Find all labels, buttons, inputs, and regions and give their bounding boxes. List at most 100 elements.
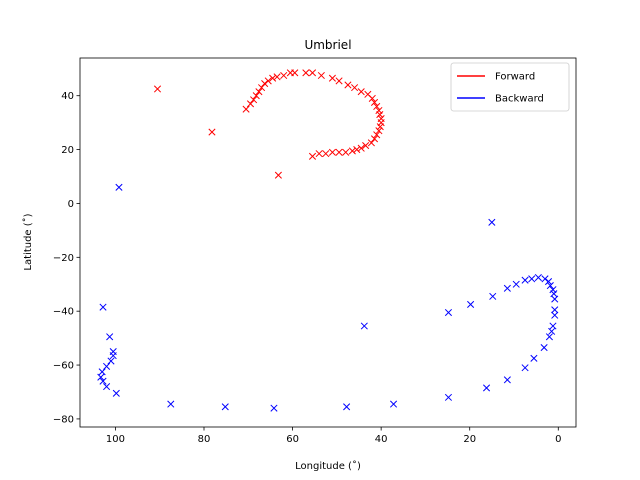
point-backward-8 xyxy=(521,276,529,284)
point-backward-26 xyxy=(482,384,491,392)
point-backward-2 xyxy=(360,322,368,330)
point-forward-11 xyxy=(269,74,277,82)
point-forward-46 xyxy=(308,152,317,160)
point-backward-32 xyxy=(167,400,175,408)
point-backward-20 xyxy=(548,327,556,335)
point-forward-13 xyxy=(280,71,288,80)
x-tick-label-1: 80 xyxy=(198,434,211,445)
x-tick-label-3: 40 xyxy=(375,434,388,445)
point-backward-10 xyxy=(534,273,542,282)
point-forward-12 xyxy=(273,73,281,81)
point-forward-43 xyxy=(328,148,336,156)
point-forward-36 xyxy=(367,139,375,147)
point-backward-17 xyxy=(551,306,559,314)
point-backward-4 xyxy=(467,300,475,309)
y-tick-label-3: −20 xyxy=(53,253,74,264)
point-forward-10 xyxy=(264,77,272,85)
point-forward-15 xyxy=(291,69,299,77)
point-backward-42 xyxy=(106,333,114,341)
point-backward-5 xyxy=(489,292,497,300)
point-backward-9 xyxy=(528,275,536,283)
point-forward-42 xyxy=(335,148,343,156)
point-forward-29 xyxy=(376,111,384,119)
point-backward-39 xyxy=(107,357,115,365)
y-tick-label-2: 0 xyxy=(68,199,74,210)
point-forward-9 xyxy=(261,80,269,88)
point-forward-26 xyxy=(370,98,379,106)
legend-label-forward: Forward xyxy=(495,72,535,83)
point-forward-0 xyxy=(153,85,162,93)
point-forward-25 xyxy=(368,94,376,102)
y-tick-label-5: −60 xyxy=(53,361,74,372)
point-forward-44 xyxy=(322,150,330,158)
point-forward-8 xyxy=(258,84,266,92)
point-backward-23 xyxy=(530,354,538,362)
point-forward-39 xyxy=(353,146,361,154)
point-forward-21 xyxy=(344,81,352,89)
point-forward-33 xyxy=(375,127,383,135)
point-backward-25 xyxy=(503,376,511,384)
point-backward-35 xyxy=(99,377,107,385)
point-backward-29 xyxy=(343,403,351,411)
point-forward-45 xyxy=(315,150,323,158)
point-forward-38 xyxy=(357,144,365,152)
point-forward-40 xyxy=(348,147,356,155)
point-forward-23 xyxy=(357,88,365,96)
plot-frame xyxy=(79,57,577,428)
x-tick-label-2: 60 xyxy=(286,434,299,445)
point-backward-24 xyxy=(521,364,529,372)
legend: Forward Backward xyxy=(450,62,570,112)
point-backward-19 xyxy=(549,322,557,330)
point-backward-31 xyxy=(221,403,229,411)
point-backward-13 xyxy=(546,282,554,290)
point-forward-22 xyxy=(351,84,359,92)
point-backward-16 xyxy=(551,295,559,303)
x-axis-label: Longitude (˚) xyxy=(295,460,361,472)
point-backward-38 xyxy=(103,362,111,370)
legend-label-backward: Backward xyxy=(495,94,544,105)
point-backward-27 xyxy=(444,393,453,401)
point-backward-36 xyxy=(97,373,105,381)
point-backward-11 xyxy=(541,275,549,283)
point-forward-16 xyxy=(302,69,310,77)
point-forward-18 xyxy=(317,71,325,80)
point-backward-41 xyxy=(109,348,117,356)
point-forward-27 xyxy=(373,102,381,111)
point-forward-2 xyxy=(274,171,282,179)
x-tick-label-0: 100 xyxy=(106,434,125,445)
point-backward-3 xyxy=(444,308,453,317)
point-backward-6 xyxy=(503,284,511,292)
x-tick-label-4: 20 xyxy=(463,434,476,445)
point-backward-0 xyxy=(115,183,123,191)
point-forward-17 xyxy=(308,69,317,77)
point-backward-28 xyxy=(389,400,398,408)
y-tick-label-0: 40 xyxy=(61,91,74,102)
point-backward-18 xyxy=(551,311,559,319)
point-forward-1 xyxy=(208,128,216,136)
point-backward-12 xyxy=(544,278,553,286)
point-forward-32 xyxy=(376,123,384,131)
point-forward-3 xyxy=(242,105,250,113)
point-backward-21 xyxy=(545,333,553,341)
point-forward-4 xyxy=(246,100,255,108)
point-forward-37 xyxy=(362,141,370,150)
point-forward-41 xyxy=(342,148,350,156)
point-backward-22 xyxy=(540,343,548,352)
axes: 100 80 60 40 20 0 40 20 0 −20 −40 −60 −80 xyxy=(53,57,577,445)
point-forward-5 xyxy=(250,96,258,104)
point-backward-43 xyxy=(99,303,107,311)
point-backward-34 xyxy=(103,383,111,391)
point-backward-30 xyxy=(270,404,278,412)
plot-marks xyxy=(97,69,559,412)
legend-box xyxy=(450,62,570,112)
point-forward-20 xyxy=(335,77,343,85)
y-axis-label: Latitude (˚) xyxy=(22,213,34,270)
point-backward-7 xyxy=(512,280,520,288)
point-forward-34 xyxy=(373,131,381,139)
point-forward-7 xyxy=(255,88,263,96)
point-forward-6 xyxy=(252,92,260,100)
y-tick-label-1: 20 xyxy=(61,145,74,156)
point-forward-19 xyxy=(328,74,336,82)
point-backward-37 xyxy=(98,368,106,376)
